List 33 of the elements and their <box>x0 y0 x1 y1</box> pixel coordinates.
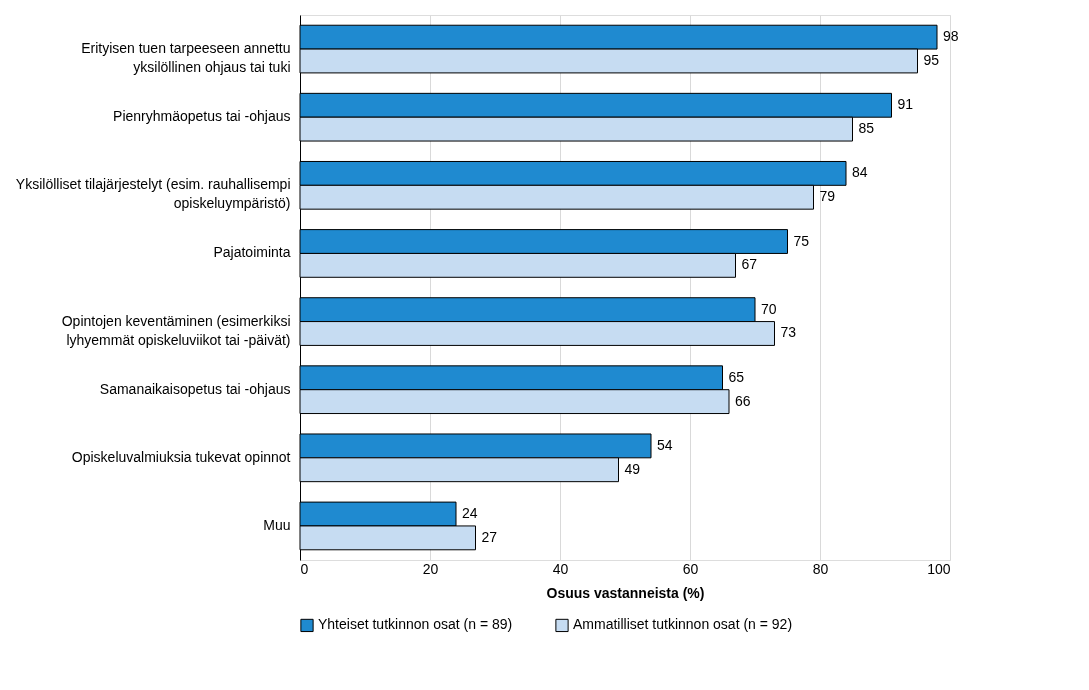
data-label: 98 <box>943 28 959 45</box>
y-tick-label: Pienryhmäopetus tai -ohjaus <box>113 108 291 125</box>
y-tick-label: Pajatoiminta <box>213 244 291 261</box>
y-tick-label: Opiskeluvalmiuksia tukevat opinnot <box>71 448 291 465</box>
y-tick-label: Samanaikaisopetus tai -ohjaus <box>99 380 291 397</box>
x-tick-label: 100 <box>927 560 951 577</box>
data-label: 85 <box>858 120 875 137</box>
legend-label: Yhteiset tutkinnon osat (n = 89) <box>318 616 513 633</box>
data-label: 54 <box>657 436 673 453</box>
x-tick-label: 60 <box>682 560 699 577</box>
y-tick-label: Opintojen keventäminen (esimerkiksi lyhyemmät opiskeluviikot tai -päivät) <box>61 312 291 348</box>
data-label: 49 <box>624 460 641 477</box>
y-tick-label: Muu <box>263 516 291 533</box>
x-axis-title: Osuus vastanneista (%) <box>546 584 705 601</box>
data-label: 79 <box>819 188 836 205</box>
data-label: 91 <box>897 96 914 113</box>
x-tick-label: 20 <box>422 560 439 577</box>
data-label: 73 <box>780 324 797 341</box>
data-label: 75 <box>793 232 810 249</box>
y-tick-label: Erityisen tuen tarpeeseen annettu yksilöllinen ohjaus tai tuki <box>81 40 291 76</box>
data-label: 66 <box>735 392 751 409</box>
data-label: 95 <box>923 51 940 68</box>
x-tick-label: 0 <box>300 560 309 577</box>
data-label: 27 <box>481 528 498 545</box>
legend-label: Ammatilliset tutkinnon osat (n = 92) <box>573 616 793 633</box>
x-tick-label: 40 <box>552 560 569 577</box>
data-label: 84 <box>852 164 868 181</box>
y-tick-label: Yksilölliset tilajärjestelyt (esim. rauhallisempi opiskeluympäristö) <box>15 176 291 212</box>
data-label: 67 <box>741 256 758 273</box>
data-label: 24 <box>462 505 478 522</box>
data-label: 65 <box>728 368 745 385</box>
data-label: 70 <box>761 300 777 317</box>
x-tick-label: 80 <box>812 560 829 577</box>
